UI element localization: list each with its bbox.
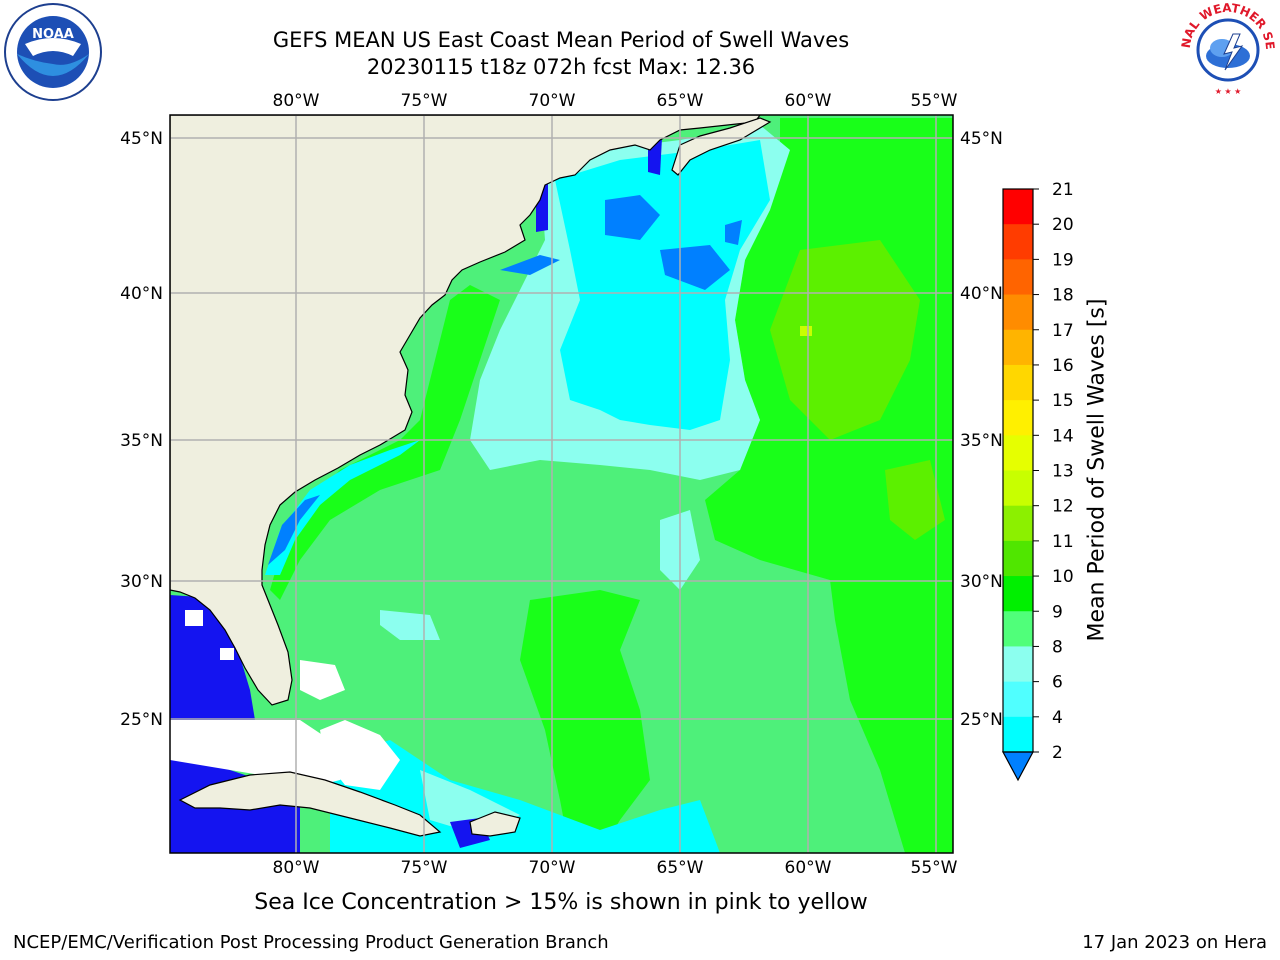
colorbar-segment: [1003, 716, 1033, 753]
colorbar-tick-label: 8: [1052, 637, 1063, 657]
colorbar-segment: [1003, 540, 1033, 577]
lon-label-top: 55°W: [911, 91, 958, 111]
colorbar-tick-label: 20: [1052, 215, 1074, 235]
colorbar-segment: [1003, 435, 1033, 471]
colorbar-segment: [1003, 681, 1033, 718]
lat-labels-right: 45°N 40°N 35°N 30°N 25°N: [960, 129, 1003, 730]
colorbar-segment: [1003, 259, 1033, 296]
land-nova-scotia: [671, 117, 772, 176]
colorbar-segment: [1003, 224, 1033, 260]
lat-labels-left: 45°N 40°N 35°N 30°N 25°N: [120, 129, 163, 730]
svg-text:NOAA: NOAA: [32, 27, 74, 42]
colorbar-tick-label: 12: [1052, 497, 1074, 517]
credit-branch: NCEP/EMC/Verification Post Processing Pr…: [13, 932, 609, 953]
graticule: [170, 115, 953, 853]
lat-label-left: 30°N: [120, 572, 163, 592]
colorbar: 21 20 19 18 17 16 15 14 13 12 11 10 9 8 6 4 2: [1001, 180, 1074, 782]
lon-label-top: 75°W: [401, 91, 448, 111]
colorbar-tick-label: 14: [1052, 426, 1074, 446]
lon-label-bottom: 65°W: [657, 858, 704, 878]
colorbar-tick-label: 15: [1052, 391, 1074, 411]
credit-date: 17 Jan 2023 on Hera: [1082, 932, 1267, 953]
colorbar-segment: [1003, 505, 1033, 542]
lat-label-right: 25°N: [960, 710, 1003, 730]
missing-data-bahamas: [320, 720, 400, 790]
lat-label-right: 40°N: [960, 284, 1003, 304]
lon-labels-top: 80°W 75°W 70°W 65°W 60°W 55°W: [273, 91, 958, 111]
lat-label-left: 45°N: [120, 129, 163, 149]
colorbar-tick-label: 17: [1052, 321, 1074, 341]
colorbar-tick-label: 13: [1052, 462, 1074, 482]
sea-ice-note: Sea Ice Concentration > 15% is shown in …: [254, 890, 868, 915]
swell-region-blue-2: [660, 245, 730, 290]
colorbar-tick-label: 19: [1052, 250, 1074, 270]
colorbar-tick-label: 21: [1052, 180, 1074, 200]
colorbar-segment: [1003, 576, 1033, 612]
colorbar-segment: [1003, 189, 1033, 225]
lon-label-bottom: 70°W: [529, 858, 576, 878]
lon-label-top: 60°W: [785, 91, 832, 111]
colorbar-tick-label: 10: [1052, 567, 1074, 587]
lat-label-left: 35°N: [120, 431, 163, 451]
colorbar-extend-triangle: [1001, 751, 1035, 782]
land-north-america: [170, 115, 761, 706]
lon-label-top: 80°W: [273, 91, 320, 111]
lat-label-right: 30°N: [960, 572, 1003, 592]
land-hispaniola: [469, 811, 521, 837]
missing-data-keys: [300, 660, 345, 700]
swell-region-gulf-darkblue: [170, 595, 255, 720]
missing-data-gulf: [170, 720, 360, 790]
colorbar-tick-label: 4: [1052, 708, 1063, 728]
chart-title: GEFS MEAN US East Coast Mean Period of S…: [272, 28, 850, 52]
missing-data-spot: [185, 610, 203, 626]
colorbar-segment: [1003, 470, 1033, 507]
swell-region-coastal-strip: [265, 440, 420, 575]
land-cuba: [178, 771, 442, 837]
colorbar-segment: [1003, 611, 1033, 647]
colorbar-tick-label: 18: [1052, 286, 1074, 306]
colorbar-segment: [1003, 646, 1033, 683]
swell-max-patch: [800, 326, 812, 336]
lon-labels-bottom: 80°W 75°W 70°W 65°W 60°W 55°W: [273, 858, 958, 878]
colorbar-tick-label: 11: [1052, 532, 1074, 552]
colorbar-label: Mean Period of Swell Waves [s]: [1084, 298, 1110, 642]
swell-region-lightcyan-strip: [380, 610, 440, 640]
colorbar-tick-label: 9: [1052, 602, 1063, 622]
missing-data-spot-2: [220, 648, 234, 660]
lon-label-top: 65°W: [657, 91, 704, 111]
lon-label-bottom: 55°W: [911, 858, 958, 878]
national-weather-service-logo: NATIONAL WEATHER SERVICE ★ ★ ★: [1176, 0, 1277, 97]
lon-label-bottom: 75°W: [401, 858, 448, 878]
swell-region-coastal-band: [270, 285, 500, 600]
swell-region-east-yellowgreen-2: [885, 460, 945, 540]
swell-region-coastal-strip-blue: [268, 495, 320, 565]
lat-label-left: 25°N: [120, 710, 163, 730]
lat-label-right: 45°N: [960, 129, 1003, 149]
colorbar-tick-label: 16: [1052, 356, 1074, 376]
colorbar-segment: [1003, 400, 1033, 436]
colorbar-segment: [1003, 364, 1033, 401]
svg-text:★ ★ ★: ★ ★ ★: [1215, 87, 1242, 96]
swell-region-blue-1: [605, 195, 660, 240]
lat-label-left: 40°N: [120, 284, 163, 304]
map-area: [170, 115, 953, 853]
lat-label-right: 35°N: [960, 431, 1003, 451]
swell-region-longisland-blue: [500, 255, 560, 275]
swell-region-blue-3: [725, 220, 742, 245]
map-frame: [169, 114, 954, 854]
noaa-logo: NOAA: [4, 3, 102, 101]
colorbar-segment: [1003, 329, 1033, 366]
lon-label-bottom: 80°W: [273, 858, 320, 878]
chart-subtitle: 20230115 t18z 072h fcst Max: 12.36: [366, 55, 756, 79]
colorbar-tick-label: 6: [1052, 673, 1063, 693]
lon-label-top: 70°W: [529, 91, 576, 111]
colorbar-tick-label: 2: [1052, 743, 1063, 763]
colorbar-segment: [1003, 294, 1033, 331]
lon-label-bottom: 60°W: [785, 858, 832, 878]
